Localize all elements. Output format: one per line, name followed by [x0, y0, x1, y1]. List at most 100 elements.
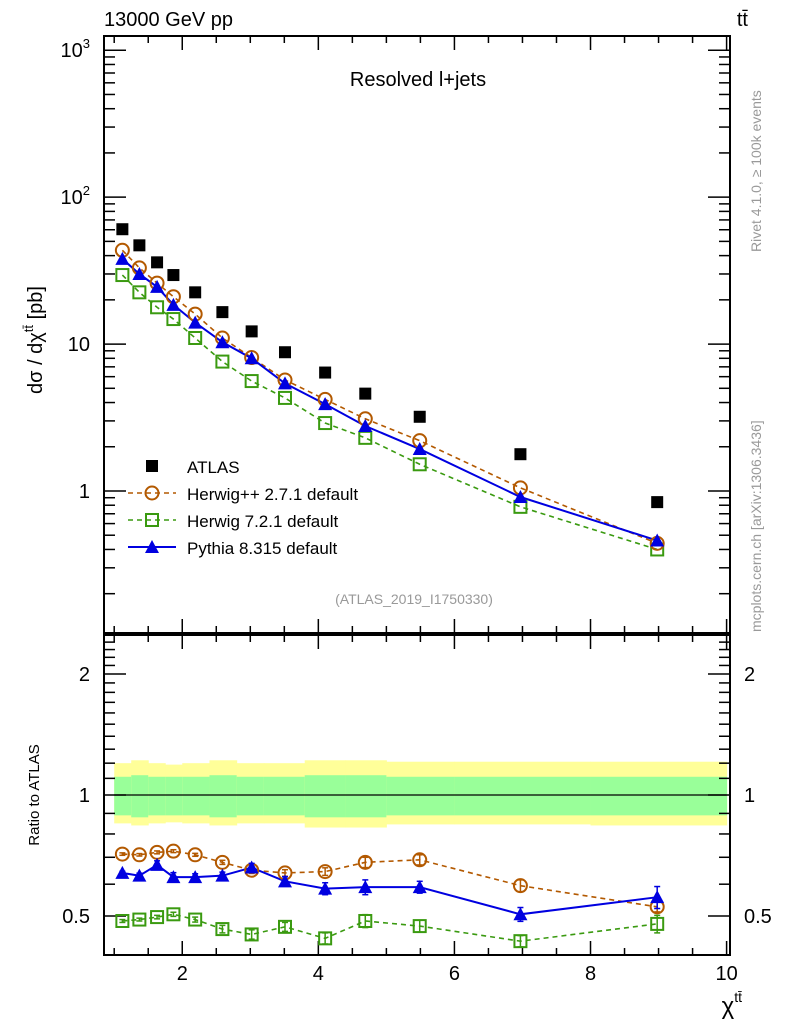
main-point-herwig7 [150, 300, 165, 315]
ratio-uncertainty-band [114, 760, 728, 828]
main-point-herwig7 [166, 312, 181, 327]
legend-entry-herwig7: Herwig 7.2.1 default [128, 512, 338, 531]
svg-text:dσ / dχtt̄ [pb]: dσ / dχtt̄ [pb] [21, 286, 47, 394]
main-point-pythia [650, 533, 665, 547]
main-point-atlas [133, 239, 146, 252]
x-tick-label: 8 [585, 963, 596, 985]
band-inner-bin [590, 776, 728, 816]
main-point-herwig7 [244, 374, 259, 389]
main-y-tick-label: 102 [61, 183, 90, 209]
ratio-point-herwigpp [357, 854, 373, 870]
y-axis-label-main: dσ / dχ [25, 332, 47, 394]
ratio-point-pythia [132, 868, 147, 882]
x-axis-label: χtt̄ [722, 989, 742, 1020]
ratio-point-pythia [115, 865, 130, 879]
ratio-y-tick-label-right: 0.5 [744, 906, 772, 928]
main-point-pythia [150, 279, 165, 293]
main-point-herwig7 [188, 330, 203, 345]
ratio-point-pythia [318, 881, 333, 895]
main-y-tick-label: 103 [61, 36, 90, 62]
band-inner-bin [454, 776, 592, 816]
rivet-label: Rivet 4.1.0, ≥ 100k events [748, 90, 764, 252]
ratio-point-herwigpp [114, 846, 130, 862]
legend-marker-herwig7 [145, 513, 159, 527]
x-tick-label: 10 [715, 963, 737, 985]
ratio-point-pythia [150, 857, 165, 871]
main-point-herwig7 [318, 416, 333, 431]
svg-text:χtt̄: χtt̄ [722, 989, 742, 1020]
band-inner-bin [304, 775, 347, 818]
ratio-point-herwig7 [215, 922, 230, 937]
legend-entry-atlas: ATLAS [146, 458, 240, 477]
ratio-y-tick-label-right: 1 [744, 785, 755, 807]
main-point-atlas [651, 496, 664, 509]
ratio-y-axis-label: Ratio to ATLAS [26, 744, 43, 845]
main-point-herwig7 [215, 354, 230, 369]
main-point-herwig7 [358, 430, 373, 445]
y-axis-label: dσ / dχtt̄ [pb] [21, 286, 47, 394]
x-tick-label: 2 [177, 963, 188, 985]
band-inner-bin [182, 776, 210, 816]
main-point-pythia [277, 376, 292, 390]
main-point-pythia [358, 418, 373, 432]
ratio-point-herwigpp [187, 847, 203, 863]
main-point-herwig7 [132, 285, 147, 300]
ratio-y-tick-label-left: 1 [79, 785, 90, 807]
process-label: tt̄ [737, 9, 749, 31]
main-point-pythia [318, 397, 333, 411]
main-point-pythia [132, 266, 147, 280]
ratio-axes: 2 2 1 1 0.5 0.5 2 4 6 8 10 [62, 634, 772, 985]
ratio-series-markers [114, 843, 665, 949]
ratio-y-tick-label-left: 0.5 [62, 906, 90, 928]
main-point-atlas [278, 346, 291, 359]
ratio-point-pythia [244, 860, 259, 874]
ratio-point-herwig7 [188, 912, 203, 927]
ratio-point-herwigpp [412, 852, 428, 868]
ratio-line-herwig7 [122, 913, 658, 942]
ratio-point-pythia [358, 880, 373, 894]
ratio-point-herwig7 [115, 913, 130, 928]
main-point-atlas [245, 325, 258, 338]
main-point-pythia [513, 490, 528, 504]
ratio-point-herwig7 [358, 913, 373, 928]
band-inner-bin [236, 776, 265, 816]
band-inner-bin [114, 776, 132, 816]
main-frame [103, 35, 731, 634]
analysis-id: (ATLAS_2019_I1750330) [335, 591, 493, 607]
ratio-line-pythia [122, 863, 658, 916]
legend-entry-herwigpp: Herwig++ 2.7.1 default [128, 485, 358, 504]
band-inner-bin [345, 775, 387, 818]
main-point-atlas [116, 223, 129, 236]
main-point-pythia [244, 351, 259, 365]
legend-label-pythia: Pythia 8.315 default [187, 539, 338, 558]
legend-entry-pythia: Pythia 8.315 default [128, 539, 338, 558]
energy-label: 13000 GeV pp [104, 9, 233, 31]
main-point-atlas [216, 306, 229, 319]
band-inner-bin [165, 776, 183, 816]
main-point-herwig7 [412, 457, 427, 472]
ratio-point-herwig7 [277, 919, 292, 934]
band-inner-bin [386, 776, 455, 816]
ratio-panel: 2 2 1 1 0.5 0.5 2 4 6 8 10 Ratio to ATLAS χtt̄ [26, 634, 772, 1020]
ratio-point-herwig7 [244, 927, 259, 942]
plot-title: Resolved l+jets [350, 69, 486, 91]
x-axis-label-sup: tt̄ [734, 989, 742, 1005]
ratio-point-herwig7 [650, 916, 665, 931]
main-line-herwig7 [121, 274, 658, 551]
main-point-atlas [359, 387, 372, 400]
ratio-point-herwig7 [318, 931, 333, 946]
main-point-herwig7 [115, 268, 130, 283]
ratio-point-pythia [188, 870, 203, 884]
x-tick-label: 4 [313, 963, 324, 985]
main-y-tick-label: 1 [79, 481, 90, 503]
ratio-point-herwigpp [512, 878, 528, 894]
y-axis-label-unit: [pb] [25, 286, 47, 325]
ratio-series-lines [122, 850, 658, 942]
ratio-point-herwigpp [131, 847, 147, 863]
legend-label-atlas: ATLAS [187, 458, 240, 477]
main-point-atlas [413, 410, 426, 423]
main-point-atlas [189, 286, 202, 299]
main-series-markers [114, 223, 665, 557]
